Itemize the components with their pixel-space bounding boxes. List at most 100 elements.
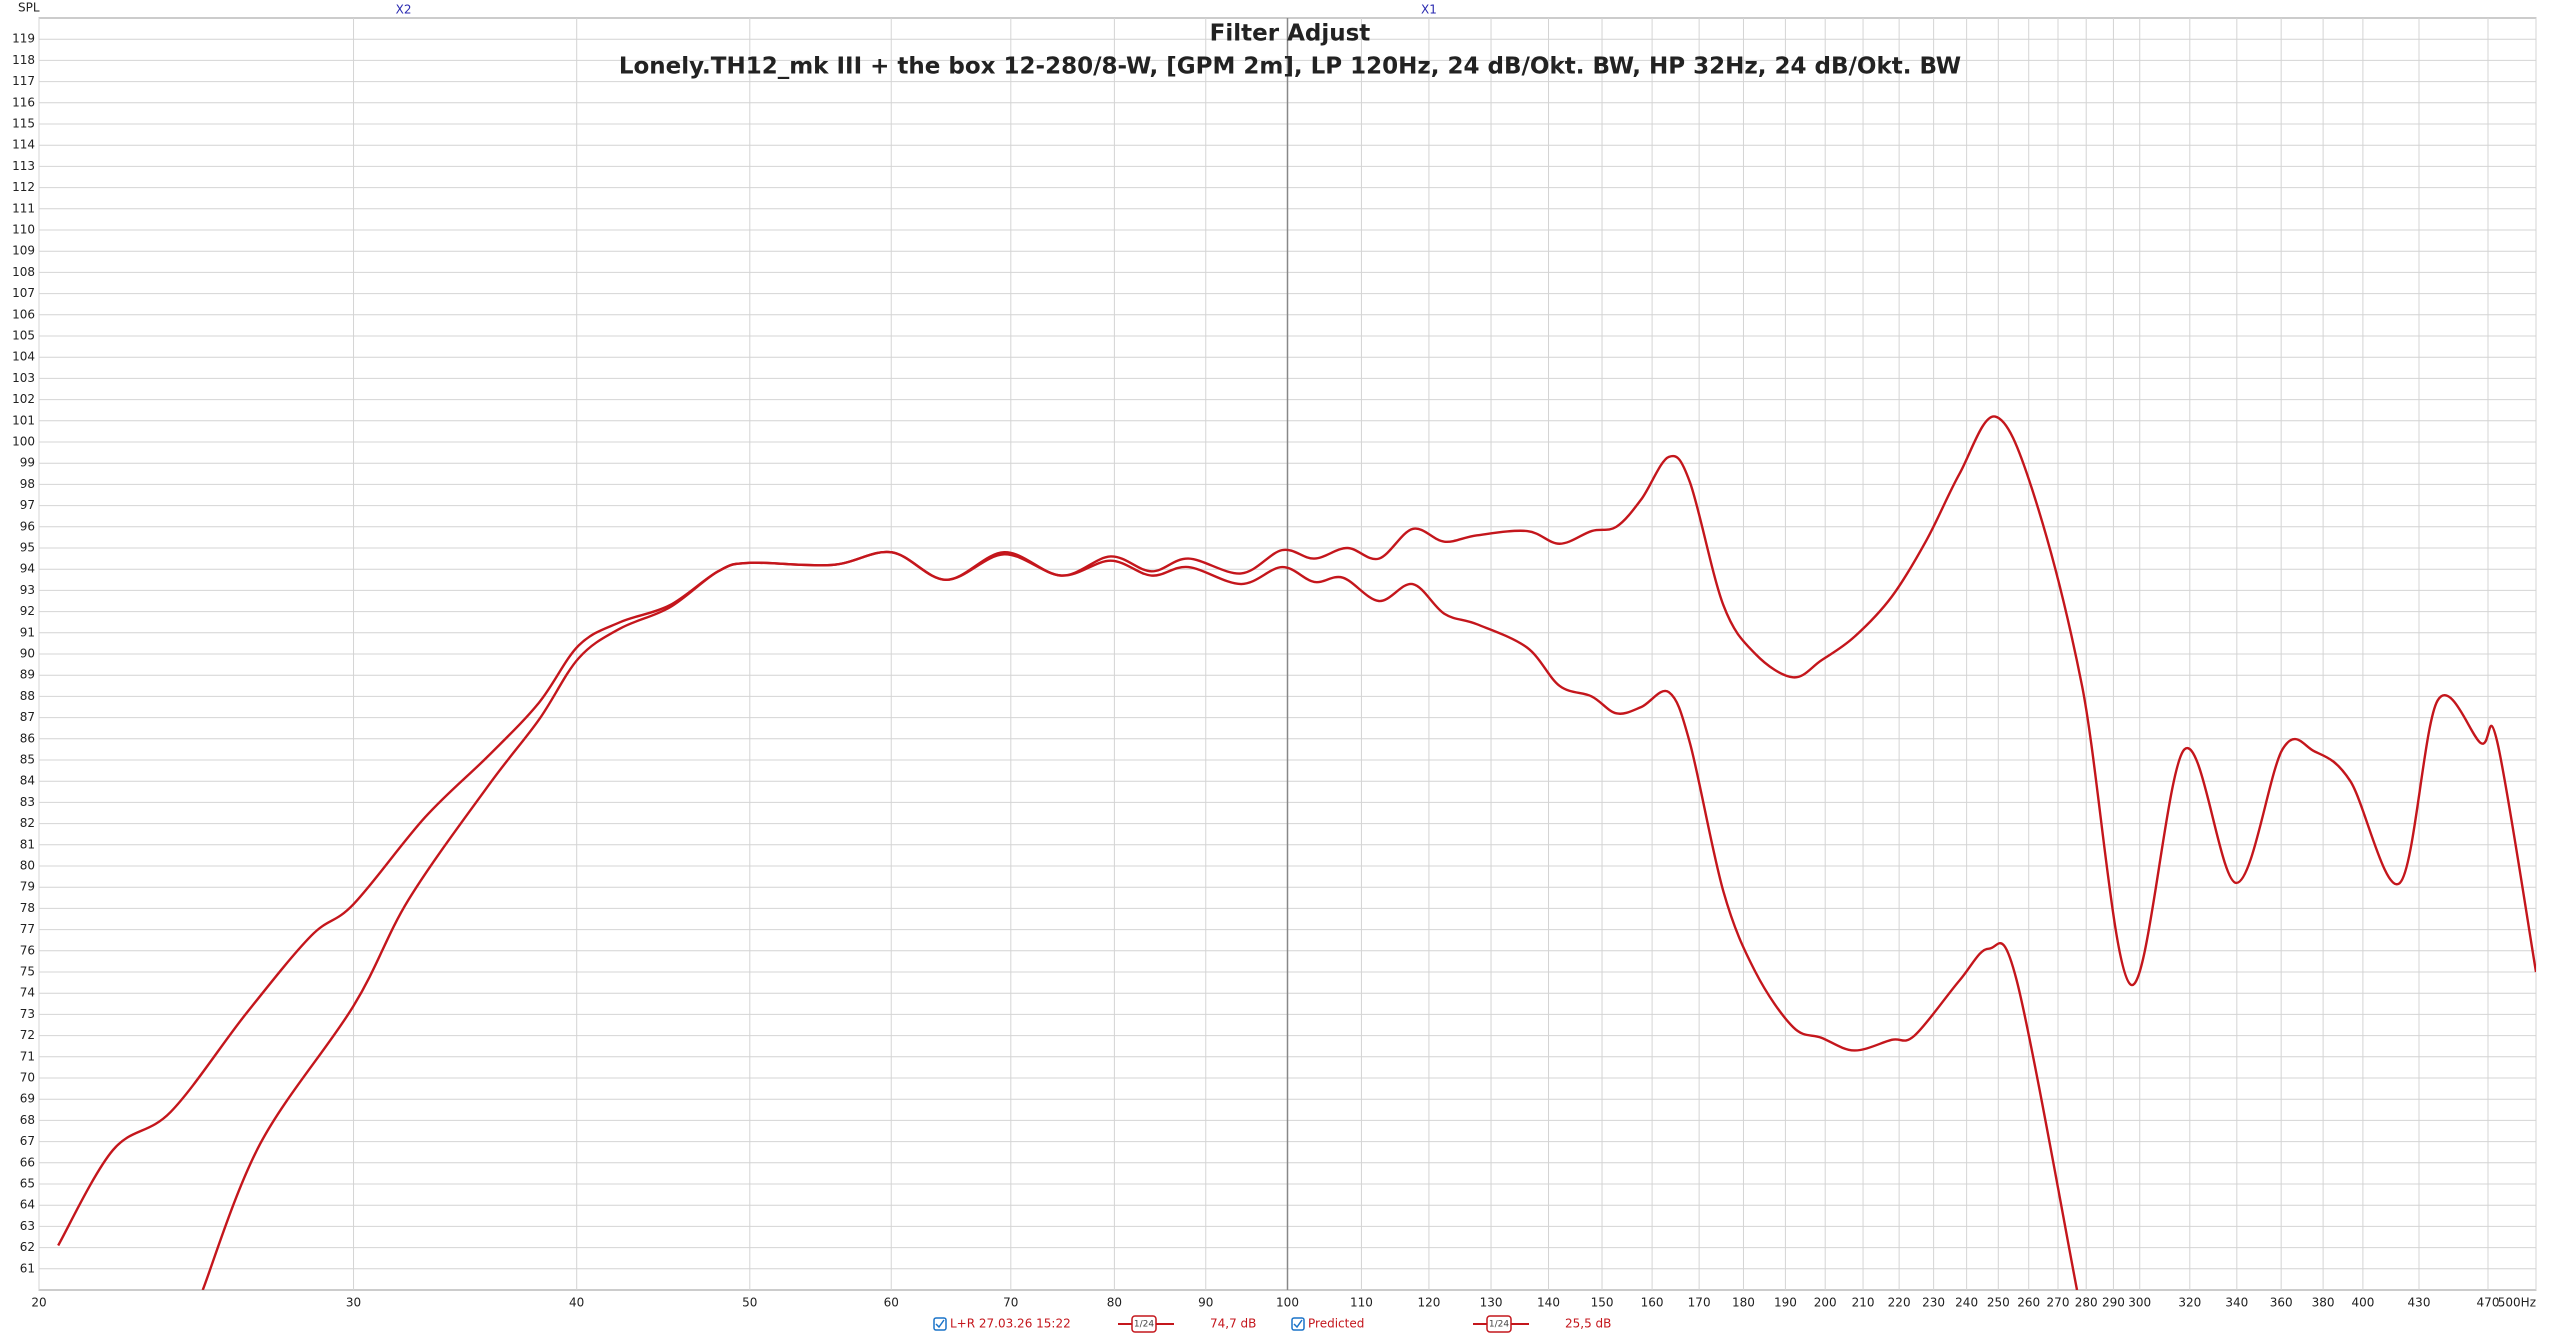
y-tick-label: 103 [12, 371, 35, 385]
x-tick-label: 110 [1350, 1296, 1373, 1310]
x-tick-label: 40 [569, 1296, 584, 1310]
y-tick-label: 75 [20, 965, 35, 979]
y-tick-label: 80 [20, 859, 35, 873]
y-axis-label: SPL [18, 1, 40, 15]
legend-level: 74,7 dB [1210, 1317, 1256, 1331]
y-tick-label: 118 [12, 53, 35, 67]
y-tick-label: 114 [12, 138, 35, 152]
x-tick-label: 170 [1688, 1296, 1711, 1310]
y-tick-label: 82 [20, 816, 35, 830]
y-tick-label: 74 [20, 986, 35, 1000]
legend-icon [1131, 1315, 1157, 1333]
y-tick-label: 112 [12, 180, 35, 194]
x-tick-label: 250 [1987, 1296, 2010, 1310]
x-tick-label: 260 [2017, 1296, 2040, 1310]
x-tick-label: 340 [2225, 1296, 2248, 1310]
y-tick-label: 70 [20, 1071, 35, 1085]
y-tick-label: 83 [20, 795, 35, 809]
y-tick-label: 105 [12, 329, 35, 343]
x-tick-label: 50 [742, 1296, 757, 1310]
y-tick-label: 95 [20, 541, 35, 555]
y-tick-label: 72 [20, 1028, 35, 1042]
y-tick-label: 73 [20, 1007, 35, 1021]
x-tick-label: 140 [1537, 1296, 1560, 1310]
legend-check [935, 1319, 945, 1329]
y-tick-label: 96 [20, 519, 35, 533]
y-tick-label: 110 [12, 223, 35, 237]
y-tick-label: 107 [12, 286, 35, 300]
y-tick-label: 88 [20, 689, 35, 703]
y-tick-label: 84 [20, 774, 35, 788]
y-tick-label: 116 [12, 95, 35, 109]
y-tick-label: 104 [12, 350, 35, 364]
y-tick-label: 109 [12, 244, 35, 258]
y-tick-label: 92 [20, 604, 35, 618]
x-tick-label: 300 [2128, 1296, 2151, 1310]
y-tick-label: 79 [20, 880, 35, 894]
x-tick-label: 120 [1417, 1296, 1440, 1310]
y-tick-label: 77 [20, 922, 35, 936]
y-tick-label: 68 [20, 1113, 35, 1127]
legend-checkbox[interactable] [933, 1317, 947, 1331]
y-tick-label: 119 [12, 32, 35, 46]
x-tick-label: 70 [1003, 1296, 1018, 1310]
legend-name: L+R 27.03.26 15:22 [950, 1317, 1071, 1331]
chart-subtitle: Lonely.TH12_mk III + the box 12-280/8-W,… [619, 54, 1961, 80]
y-tick-label: 98 [20, 477, 35, 491]
y-tick-label: 63 [20, 1219, 35, 1233]
x-tick-label: 130 [1480, 1296, 1503, 1310]
chart-title: Filter Adjust [1210, 21, 1371, 47]
x-tick-label: 290 [2102, 1296, 2125, 1310]
y-tick-label: 67 [20, 1134, 35, 1148]
y-tick-label: 71 [20, 1049, 35, 1063]
x-tick-label: 210 [1852, 1296, 1875, 1310]
y-tick-label: 97 [20, 498, 35, 512]
x-tick-label: 500Hz [2498, 1296, 2536, 1310]
x-tick-label: 360 [2270, 1296, 2293, 1310]
y-tick-label: 94 [20, 562, 35, 576]
x-tick-label: 190 [1774, 1296, 1797, 1310]
x-tick-label: 380 [2312, 1296, 2335, 1310]
y-tick-label: 102 [12, 392, 35, 406]
y-tick-label: 61 [20, 1261, 35, 1275]
marker-label: X1 [1421, 3, 1437, 17]
y-tick-label: 76 [20, 943, 35, 957]
x-tick-label: 200 [1814, 1296, 1837, 1310]
y-tick-label: 78 [20, 901, 35, 915]
y-tick-label: 115 [12, 117, 35, 131]
x-tick-label: 100 [1276, 1296, 1299, 1310]
y-tick-label: 66 [20, 1155, 35, 1169]
x-tick-label: 150 [1591, 1296, 1614, 1310]
y-tick-label: 86 [20, 731, 35, 745]
y-tick-label: 90 [20, 647, 35, 661]
x-tick-label: 30 [346, 1296, 361, 1310]
series-line [57, 415, 2536, 1247]
legend-smoothing: 1/24 [1134, 1320, 1154, 1330]
x-tick-label: 60 [884, 1296, 899, 1310]
x-tick-label: 430 [2408, 1296, 2431, 1310]
y-tick-label: 85 [20, 753, 35, 767]
marker-label: X2 [396, 3, 412, 17]
legend-check [1293, 1319, 1303, 1329]
y-tick-label: 87 [20, 710, 35, 724]
x-tick-label: 270 [2047, 1296, 2070, 1310]
y-tick-label: 89 [20, 668, 35, 682]
x-tick-label: 80 [1107, 1296, 1122, 1310]
x-tick-label: 400 [2351, 1296, 2374, 1310]
legend-name: Predicted [1308, 1317, 1364, 1331]
x-tick-label: 470 [2477, 1296, 2500, 1310]
x-tick-label: 90 [1198, 1296, 1213, 1310]
legend-checkbox[interactable] [1291, 1317, 1305, 1331]
y-tick-label: 69 [20, 1092, 35, 1106]
y-tick-label: 93 [20, 583, 35, 597]
x-tick-label: 230 [1922, 1296, 1945, 1310]
x-tick-label: 160 [1641, 1296, 1664, 1310]
legend-level: 25,5 dB [1565, 1317, 1611, 1331]
y-tick-label: 91 [20, 625, 35, 639]
y-tick-label: 113 [12, 159, 35, 173]
legend-icon [1486, 1315, 1512, 1333]
x-tick-label: 280 [2075, 1296, 2098, 1310]
y-tick-label: 62 [20, 1240, 35, 1254]
